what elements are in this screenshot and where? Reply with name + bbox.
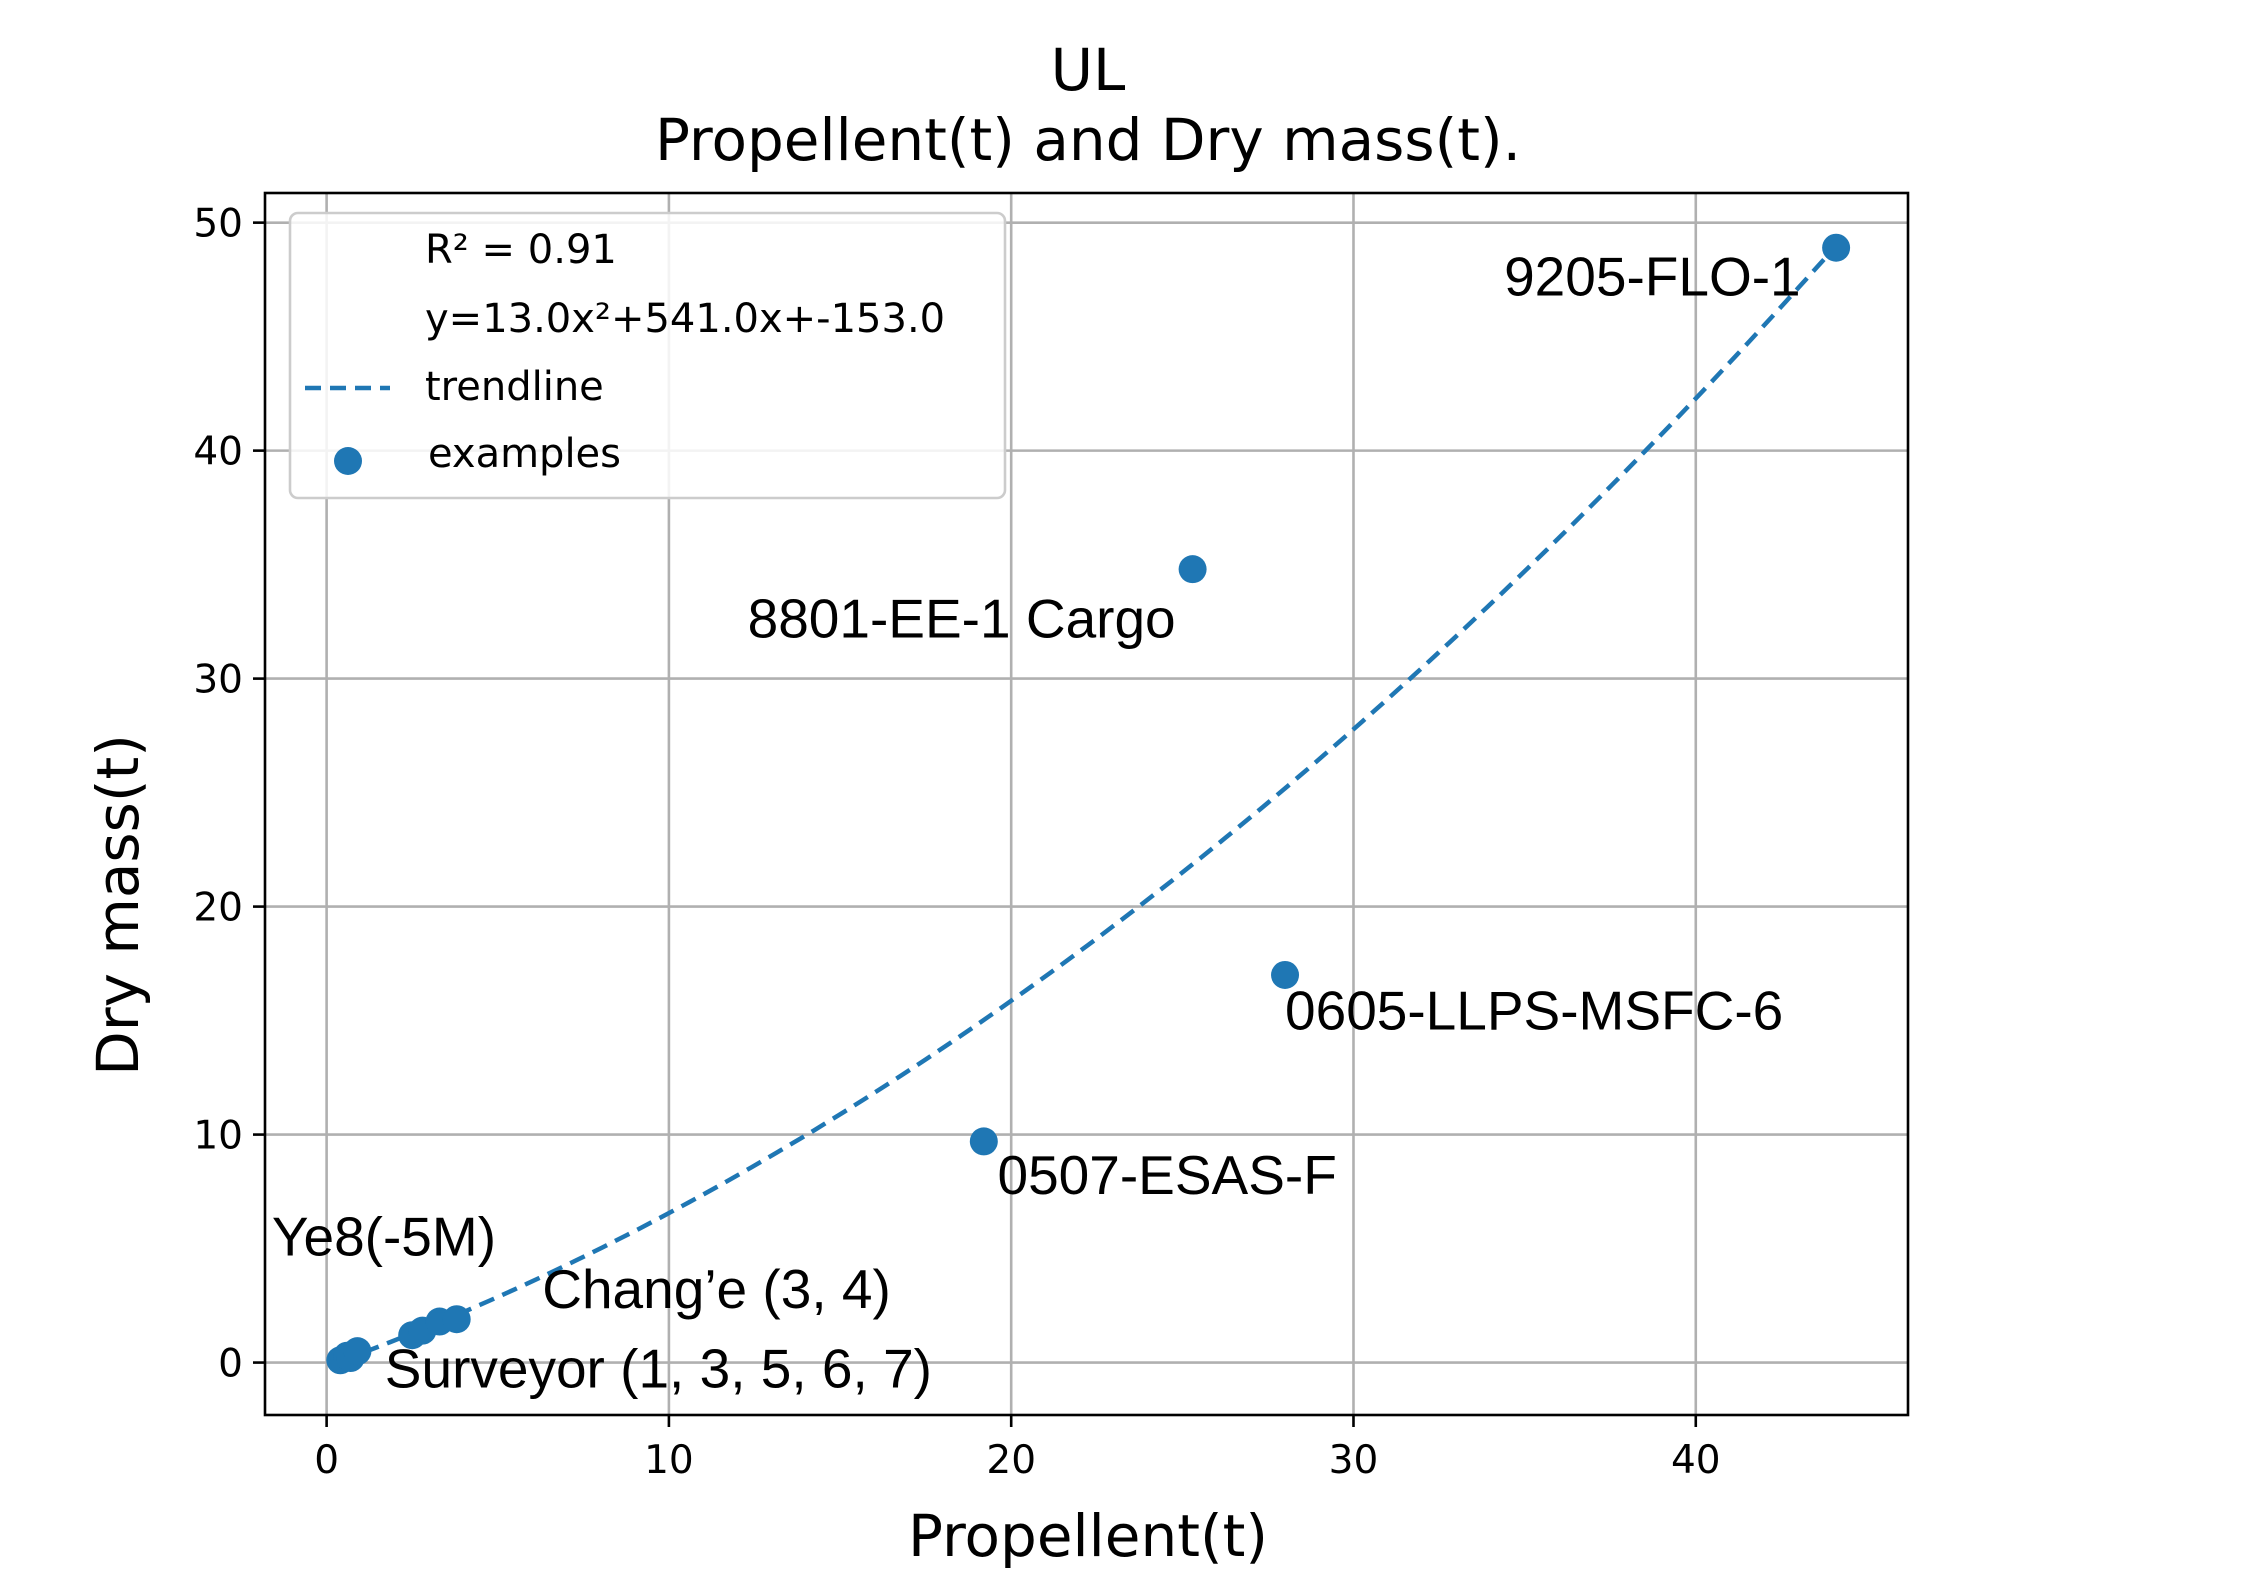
data-point	[442, 1305, 471, 1334]
chart-title: UL	[1051, 36, 1126, 104]
y-tick-label: 20	[193, 886, 243, 931]
trendline-layer	[339, 244, 1838, 1364]
x-axis-label: Propellent(t)	[908, 1502, 1268, 1570]
data-points	[326, 233, 1851, 1375]
point-annotation: Chang’e (3, 4)	[542, 1258, 891, 1320]
y-tick-label: 30	[193, 658, 243, 703]
y-tick-label: 10	[193, 1114, 243, 1159]
y-tick-label: 40	[193, 430, 243, 475]
axis-ticks: 0 10 20 30 40 0 10 20 30 40 50	[193, 202, 1720, 1483]
x-tick-label: 20	[986, 1438, 1036, 1483]
trendline-path	[339, 244, 1838, 1364]
data-point	[1178, 555, 1207, 584]
point-annotation: Surveyor (1, 3, 5, 6, 7)	[385, 1338, 932, 1400]
point-annotations: 9205-FLO-1 8801-EE-1 Cargo 0605-LLPS-MSFC-…	[272, 246, 1801, 1400]
x-tick-label: 10	[644, 1438, 694, 1483]
legend: R² = 0.91 y=13.0x²+541.0x+-153.0 trendli…	[288, 211, 1007, 500]
point-annotation: 0605-LLPS-MSFC-6	[1285, 980, 1783, 1042]
data-point	[1271, 960, 1300, 989]
x-tick-label: 40	[1671, 1438, 1721, 1483]
x-tick-label: 30	[1329, 1438, 1379, 1483]
data-point	[343, 1337, 372, 1366]
point-annotation: 9205-FLO-1	[1504, 246, 1801, 308]
data-point	[1822, 233, 1851, 262]
y-tick-label: 0	[218, 1342, 243, 1387]
point-annotation: 8801-EE-1 Cargo	[748, 588, 1176, 650]
legend-equation: y=13.0x²+541.0x+-153.0	[425, 296, 945, 342]
x-tick-label: 0	[314, 1438, 339, 1483]
legend-trendline-label: trendline	[425, 364, 604, 410]
point-annotation: 0507-ESAS-F	[998, 1144, 1337, 1206]
legend-box	[288, 211, 1007, 500]
legend-examples-label: examples	[428, 431, 621, 477]
data-point	[969, 1127, 998, 1156]
y-tick-label: 50	[193, 202, 243, 247]
point-annotation: Ye8(-5M)	[272, 1205, 496, 1267]
plot-frame	[263, 191, 1910, 1417]
legend-r-squared: R² = 0.91	[425, 227, 617, 273]
legend-examples-marker	[334, 447, 362, 475]
chart-subtitle: Propellent(t) and Dry mass(t).	[655, 106, 1521, 174]
y-axis-label: Dry mass(t)	[84, 734, 152, 1076]
